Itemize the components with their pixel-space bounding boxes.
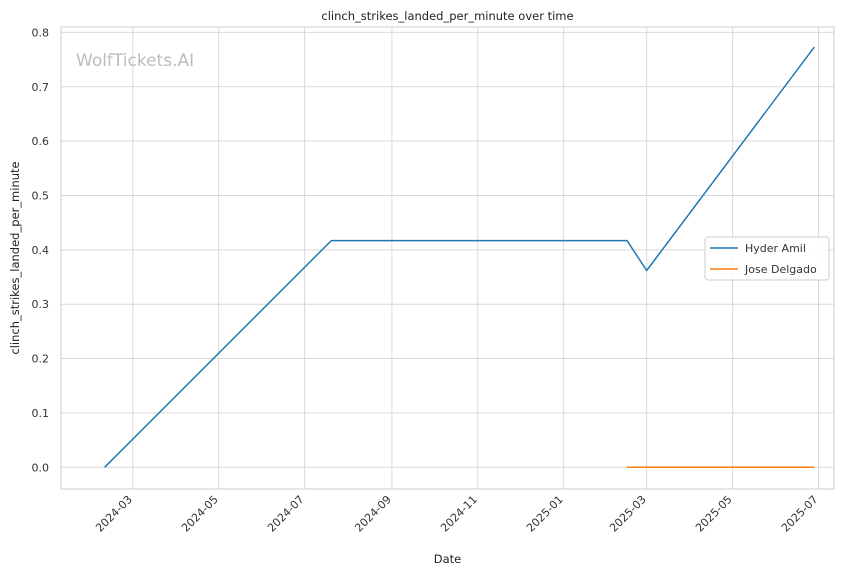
x-tick-label: 2024-07	[265, 493, 307, 535]
legend-label: Jose Delgado	[744, 263, 817, 276]
chart-title: clinch_strikes_landed_per_minute over ti…	[321, 9, 573, 23]
plot-frame	[60, 26, 835, 490]
x-tick-label: 2024-11	[438, 493, 480, 535]
x-tick-label: 2024-09	[352, 493, 394, 535]
y-axis-ticks: 0.0 0.1 0.2 0.3 0.4 0.5 0.6 0.7 0.8	[32, 26, 50, 474]
x-tick-label: 2024-05	[179, 493, 221, 535]
x-axis-ticks: 2024-03 2024-05 2024-07 2024-09 2024-11 2025-…	[93, 493, 820, 535]
x-tick-label: 2024-03	[93, 493, 135, 535]
x-tick-label: 2025-01	[524, 493, 566, 535]
y-tick-label: 0.5	[32, 189, 50, 202]
y-tick-label: 0.8	[32, 26, 50, 39]
x-tick-label: 2025-07	[779, 493, 821, 535]
x-tick-label: 2025-05	[693, 493, 735, 535]
x-tick-label: 2025-03	[607, 493, 649, 535]
legend: Hyder Amil Jose Delgado	[704, 236, 830, 281]
y-tick-label: 0.7	[32, 81, 50, 94]
legend-label: Hyder Amil	[745, 242, 806, 255]
x-axis-label: Date	[434, 552, 462, 566]
y-tick-label: 0.1	[32, 407, 50, 420]
watermark-text: WolfTickets.AI	[76, 51, 194, 71]
series-line	[104, 46, 815, 468]
y-tick-label: 0.0	[32, 461, 50, 474]
y-axis-label: clinch_strikes_landed_per_minute	[8, 161, 22, 354]
y-tick-label: 0.6	[32, 135, 50, 148]
y-tick-label: 0.4	[32, 244, 50, 257]
y-tick-label: 0.2	[32, 353, 50, 366]
series-lines	[104, 46, 815, 469]
y-tick-label: 0.3	[32, 298, 50, 311]
